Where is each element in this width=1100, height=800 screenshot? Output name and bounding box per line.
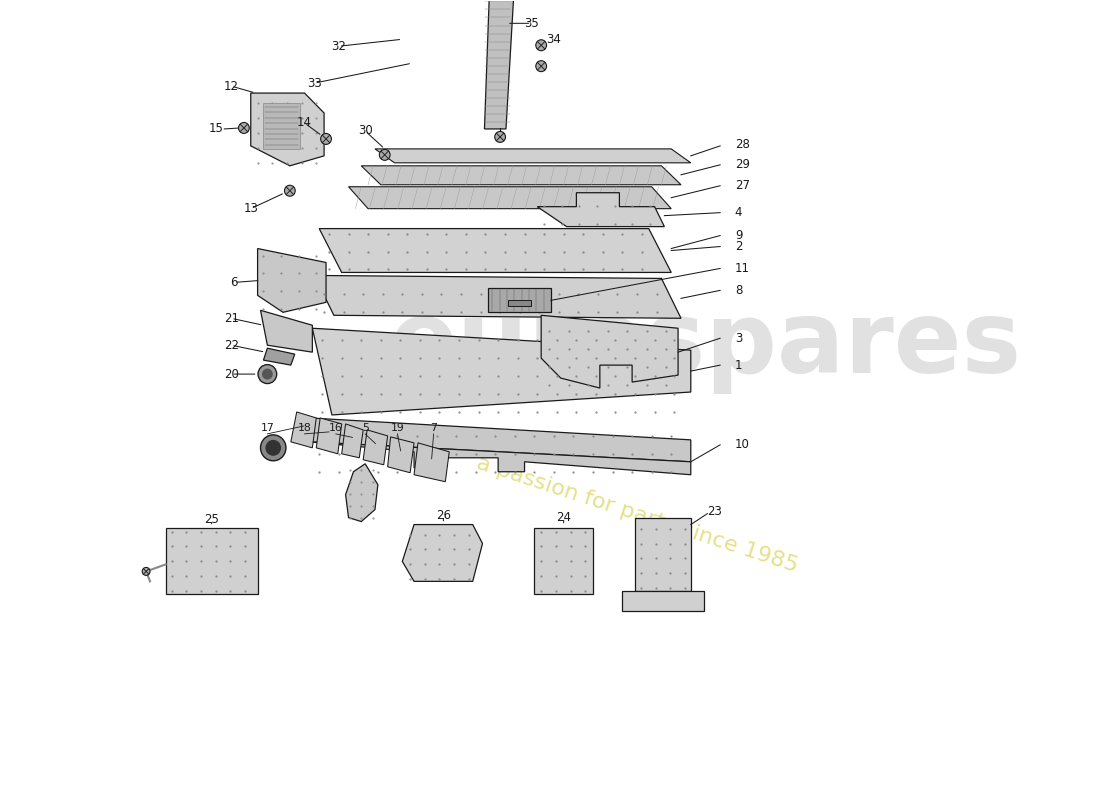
Circle shape [536,40,547,50]
Polygon shape [375,149,691,163]
Circle shape [285,186,295,196]
Polygon shape [261,310,312,352]
Polygon shape [361,166,681,185]
Polygon shape [317,418,342,454]
Circle shape [239,122,250,134]
Circle shape [258,365,277,383]
Polygon shape [537,193,664,226]
Circle shape [262,369,273,379]
Polygon shape [535,527,593,594]
Polygon shape [264,103,299,149]
Polygon shape [309,442,691,474]
Text: 15: 15 [209,122,224,135]
Polygon shape [623,591,704,611]
Polygon shape [508,300,531,306]
Polygon shape [635,518,691,591]
Circle shape [142,567,150,575]
Polygon shape [309,418,691,462]
Text: 22: 22 [223,338,239,352]
Text: 35: 35 [524,17,539,30]
Text: 6: 6 [230,276,238,289]
Polygon shape [349,186,671,209]
Polygon shape [257,249,326,312]
Polygon shape [319,229,671,273]
Text: 32: 32 [331,40,346,53]
Text: 3: 3 [735,332,743,345]
Circle shape [261,435,286,461]
Polygon shape [387,437,414,473]
Polygon shape [166,527,257,594]
Text: 14: 14 [297,117,312,130]
Text: 10: 10 [735,438,750,451]
Text: 23: 23 [707,505,723,518]
Text: 7: 7 [430,423,437,433]
Polygon shape [264,348,295,365]
Text: a passion for parts since 1985: a passion for parts since 1985 [474,453,801,576]
Text: 11: 11 [735,262,750,275]
Polygon shape [251,93,324,166]
Text: 27: 27 [735,179,750,192]
Text: 25: 25 [205,513,219,526]
Polygon shape [363,430,387,465]
Circle shape [536,61,547,72]
Text: 4: 4 [735,206,743,219]
Text: 33: 33 [307,77,321,90]
Text: 21: 21 [223,312,239,325]
Text: 28: 28 [735,138,750,151]
Polygon shape [541,315,678,388]
Polygon shape [312,328,691,415]
Text: 9: 9 [735,229,743,242]
Text: 29: 29 [735,158,750,171]
Polygon shape [488,288,551,312]
Polygon shape [290,412,317,448]
Polygon shape [342,424,363,458]
Text: 34: 34 [547,33,561,46]
Text: 19: 19 [390,423,405,433]
Polygon shape [345,464,378,522]
Text: 1: 1 [735,358,743,372]
Text: 2: 2 [735,240,743,253]
Text: 13: 13 [243,202,258,215]
Text: eurospares: eurospares [389,297,1022,394]
Polygon shape [315,275,681,318]
Text: 26: 26 [436,509,451,522]
Polygon shape [484,0,514,129]
Text: 20: 20 [223,367,239,381]
Circle shape [265,440,282,456]
Text: 16: 16 [329,423,343,433]
Text: 24: 24 [557,511,571,524]
Text: 12: 12 [223,79,239,93]
Text: 17: 17 [261,423,274,433]
Text: 30: 30 [358,125,373,138]
Circle shape [321,134,331,144]
Circle shape [379,150,390,160]
Circle shape [495,131,506,142]
Text: 5: 5 [362,423,369,433]
Text: 8: 8 [735,284,743,297]
Polygon shape [414,443,449,482]
Polygon shape [403,525,483,582]
Text: 18: 18 [298,423,311,433]
